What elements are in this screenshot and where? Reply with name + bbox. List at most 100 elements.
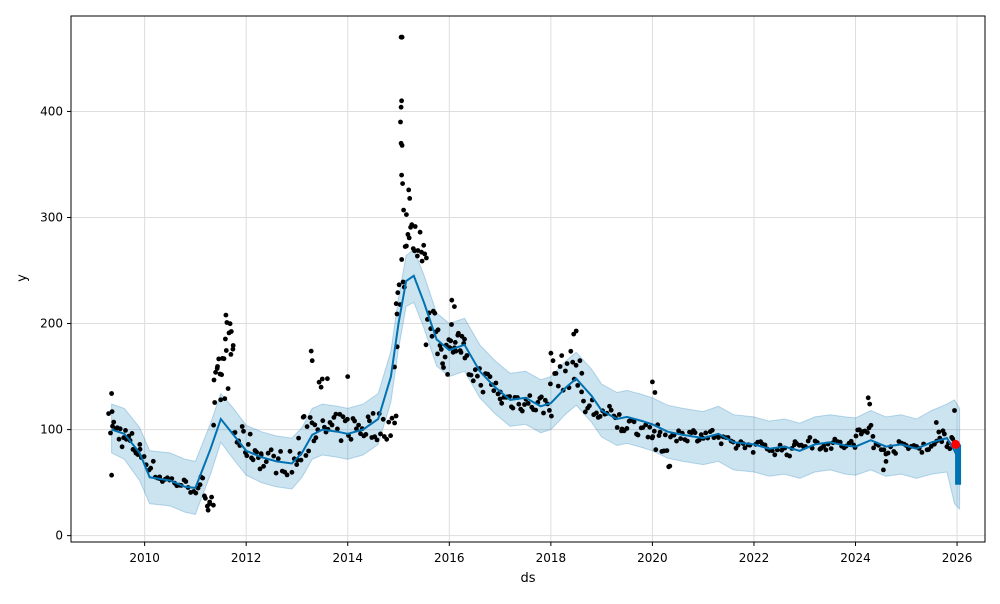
observed-point: [885, 450, 891, 456]
observed-point: [750, 450, 756, 455]
observed-point: [533, 407, 539, 413]
observed-point: [651, 428, 657, 434]
observed-point: [212, 400, 218, 405]
observed-point: [415, 253, 420, 259]
observed-point: [404, 243, 409, 249]
observed-point: [480, 389, 486, 395]
observed-point: [555, 383, 561, 389]
observed-point: [296, 435, 301, 441]
plot-frame: [70, 15, 986, 543]
forecast-line: [111, 274, 961, 489]
observed-point: [581, 398, 586, 404]
y-tick-label: 300: [40, 210, 63, 224]
observed-point: [499, 400, 505, 406]
observed-point: [919, 450, 925, 455]
observed-point: [348, 436, 354, 442]
observed-point: [261, 463, 266, 469]
observed-point: [221, 356, 227, 362]
observed-point: [516, 401, 522, 407]
observed-point: [352, 418, 357, 424]
observed-point: [396, 282, 402, 288]
observed-point: [394, 311, 400, 317]
observed-point: [213, 369, 219, 375]
observed-point: [448, 338, 454, 344]
observed-point: [320, 418, 326, 424]
observed-point: [398, 104, 404, 110]
observed-point: [306, 448, 311, 454]
observed-point: [696, 437, 702, 443]
observed-point: [769, 448, 775, 454]
observed-point: [449, 297, 455, 303]
observed-point: [318, 384, 324, 390]
observed-point: [335, 426, 340, 432]
observed-point: [278, 449, 283, 454]
observed-point: [424, 255, 429, 261]
observed-point: [865, 395, 871, 401]
observed-point: [645, 434, 651, 440]
observed-point: [245, 442, 251, 447]
observed-point: [393, 413, 399, 419]
observed-point: [275, 456, 281, 462]
observed-point: [497, 396, 503, 402]
observed-point: [452, 304, 457, 309]
x-tick-label: 2012: [231, 551, 262, 565]
x-tick-label: 2026: [942, 551, 973, 565]
observed-point: [653, 447, 659, 453]
observed-point: [442, 354, 448, 360]
observed-point: [367, 418, 372, 424]
observed-point: [787, 453, 792, 459]
forecast-line-layer: [111, 274, 962, 489]
observed-point: [222, 396, 228, 402]
observed-point: [254, 449, 259, 455]
last-observed-highlight-point: [951, 439, 961, 449]
observed-point: [525, 401, 531, 406]
observed-point: [649, 435, 655, 441]
observed-point: [205, 507, 211, 513]
observed-point: [289, 469, 295, 475]
observed-point: [464, 353, 470, 358]
observed-point: [363, 432, 369, 437]
observed-point: [458, 350, 464, 355]
observed-point: [597, 414, 603, 419]
observed-point: [936, 429, 942, 435]
observed-point: [491, 388, 497, 394]
observed-point: [123, 428, 128, 433]
observed-point: [386, 419, 392, 425]
observed-point: [594, 410, 599, 416]
observed-point: [150, 458, 156, 464]
observed-point: [881, 447, 887, 453]
observed-point: [550, 358, 556, 364]
x-tick-label: 2020: [637, 551, 668, 565]
observed-point: [703, 430, 709, 436]
observed-point: [487, 374, 493, 380]
observed-point: [263, 459, 269, 465]
observed-point: [548, 381, 553, 387]
observed-point: [340, 414, 346, 420]
observed-point: [635, 432, 641, 438]
observed-point: [224, 320, 230, 325]
observed-point: [395, 290, 401, 296]
observed-point: [422, 251, 428, 257]
observed-point: [399, 257, 405, 262]
observed-point: [108, 430, 113, 436]
observed-point: [109, 391, 114, 396]
observed-point: [141, 454, 147, 459]
observed-point: [197, 482, 203, 488]
observed-point: [393, 301, 399, 307]
observed-point: [575, 383, 581, 388]
observed-point: [871, 445, 876, 451]
observed-point: [893, 451, 898, 456]
observed-point: [257, 466, 263, 472]
x-axis-label: ds: [520, 571, 535, 586]
observed-point: [271, 453, 277, 459]
observed-point: [415, 248, 421, 253]
observed-point: [657, 429, 663, 435]
observed-point: [438, 347, 444, 352]
observed-point: [228, 352, 234, 357]
observed-point: [399, 34, 405, 40]
observed-point: [519, 408, 525, 414]
observed-point: [678, 436, 683, 441]
observed-point: [828, 446, 834, 451]
observed-point: [435, 327, 441, 333]
